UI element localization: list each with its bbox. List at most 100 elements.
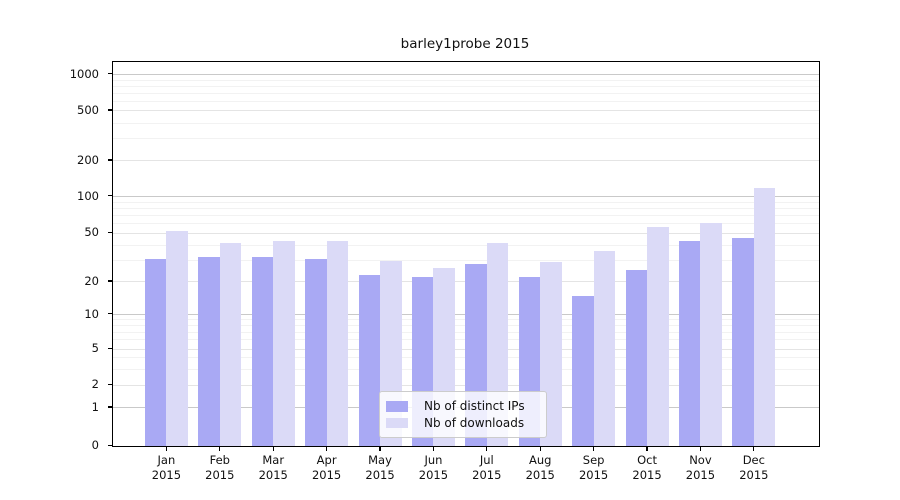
x-tick-year: 2015 <box>418 468 449 482</box>
x-tick-year: 2015 <box>739 468 769 482</box>
legend: Nb of distinct IPs Nb of downloads <box>379 391 547 438</box>
y-gridline <box>113 201 819 203</box>
y-gridline <box>113 260 819 262</box>
x-tick-label: May 2015 <box>348 453 412 483</box>
x-tick-year: 2015 <box>685 468 716 482</box>
bar-downloads-mar <box>273 241 295 446</box>
x-tick-mark <box>699 447 702 451</box>
y-gridline <box>113 223 819 225</box>
y-gridline <box>113 207 819 209</box>
bar-distinct-ips-mar <box>251 257 274 446</box>
legend-label-distinct-ips: Nb of distinct IPs <box>424 399 525 414</box>
x-tick-mark <box>379 447 381 451</box>
y-gridline <box>113 79 819 81</box>
y-tick-label: 5 <box>91 341 99 355</box>
bar-downloads-sep <box>593 250 616 446</box>
x-tick-mark <box>753 447 755 451</box>
x-tick-year: 2015 <box>578 468 609 482</box>
y-tick-label: 200 <box>77 152 99 167</box>
y-tick-mark <box>108 195 112 197</box>
bar-downloads-oct <box>647 227 669 446</box>
x-tick-label: Mar 2015 <box>241 453 305 483</box>
y-gridline <box>113 215 819 217</box>
x-tick-mark <box>219 447 221 451</box>
y-tick-mark <box>108 383 112 386</box>
x-tick-label: Apr 2015 <box>295 453 359 483</box>
y-gridline <box>113 138 819 140</box>
x-tick-mark <box>646 447 648 451</box>
bar-downloads-apr <box>326 241 349 446</box>
y-tick-label: 50 <box>84 225 99 240</box>
x-tick-mark <box>432 447 434 451</box>
bar-distinct-ips-dec <box>732 237 754 446</box>
legend-entry-downloads: Nb of downloads <box>386 416 538 430</box>
x-tick-year: 2015 <box>205 468 235 482</box>
y-tick-label: 500 <box>77 102 99 117</box>
bar-downloads-feb <box>219 242 242 446</box>
x-tick-year: 2015 <box>525 468 555 482</box>
y-gridline <box>113 244 819 246</box>
x-tick-year: 2015 <box>258 468 288 482</box>
x-tick-label: Oct 2015 <box>615 453 679 483</box>
x-tick-year: 2015 <box>632 468 662 482</box>
y-tick-mark <box>108 231 112 234</box>
y-tick-label: 10 <box>84 306 99 321</box>
bar-distinct-ips-sep <box>572 295 594 446</box>
legend-entry-distinct-ips: Nb of distinct IPs <box>386 399 538 413</box>
plot-area: Nb of distinct IPs Nb of downloads <box>112 61 820 447</box>
x-tick-label: Aug 2015 <box>508 453 572 483</box>
y-tick-label: 1000 <box>69 66 99 81</box>
y-gridline <box>113 160 819 162</box>
x-tick-mark <box>593 447 595 451</box>
x-tick-mark <box>486 447 488 451</box>
y-gridline <box>113 196 819 197</box>
x-tick-year: 2015 <box>472 468 502 482</box>
x-tick-label: Jun 2015 <box>401 453 465 483</box>
y-tick-label: 20 <box>84 273 99 288</box>
y-tick-mark <box>108 406 112 408</box>
y-tick-label: 2 <box>91 377 99 392</box>
y-tick-label: 100 <box>77 188 99 203</box>
x-tick-mark <box>326 447 328 451</box>
bar-distinct-ips-apr <box>305 258 327 446</box>
bar-downloads-nov <box>700 222 722 446</box>
legend-swatch-downloads <box>386 417 408 428</box>
y-gridline <box>113 100 819 102</box>
y-tick-mark <box>108 159 112 161</box>
y-gridline <box>113 110 819 112</box>
x-tick-label: Jul 2015 <box>455 453 519 483</box>
x-tick-mark <box>272 447 274 451</box>
bar-distinct-ips-oct <box>625 270 648 446</box>
chart-title: barley1probe 2015 <box>400 36 530 52</box>
bar-distinct-ips-jan <box>144 258 167 446</box>
bar-distinct-ips-nov <box>678 241 701 446</box>
bar-downloads-jan <box>166 231 188 446</box>
y-tick-mark <box>108 280 112 282</box>
bar-downloads-dec <box>753 188 776 446</box>
x-tick-label: Nov 2015 <box>668 453 732 483</box>
legend-swatch-distinct-ips <box>386 401 408 412</box>
x-tick-year: 2015 <box>365 468 395 482</box>
y-gridline <box>113 85 819 87</box>
x-tick-mark <box>539 447 541 451</box>
y-tick-mark <box>108 109 112 111</box>
y-tick-label: 1 <box>91 399 99 414</box>
x-tick-label: Feb 2015 <box>188 453 252 483</box>
y-tick-mark <box>108 313 112 315</box>
x-tick-label: Dec 2015 <box>722 453 786 483</box>
x-tick-label: Jan 2015 <box>134 453 198 483</box>
bar-distinct-ips-may <box>358 274 381 446</box>
y-tick-mark <box>108 347 112 349</box>
y-tick-mark <box>108 73 112 75</box>
y-tick-label: 0 <box>91 438 99 452</box>
y-gridline <box>113 92 819 94</box>
bar-distinct-ips-feb <box>198 257 220 446</box>
x-tick-year: 2015 <box>151 468 182 482</box>
x-tick-label: Sep 2015 <box>562 453 626 483</box>
y-gridline <box>113 122 819 124</box>
y-gridline <box>113 74 819 76</box>
x-tick-mark <box>165 447 167 451</box>
y-gridline <box>113 232 819 234</box>
y-tick-mark <box>108 444 112 446</box>
